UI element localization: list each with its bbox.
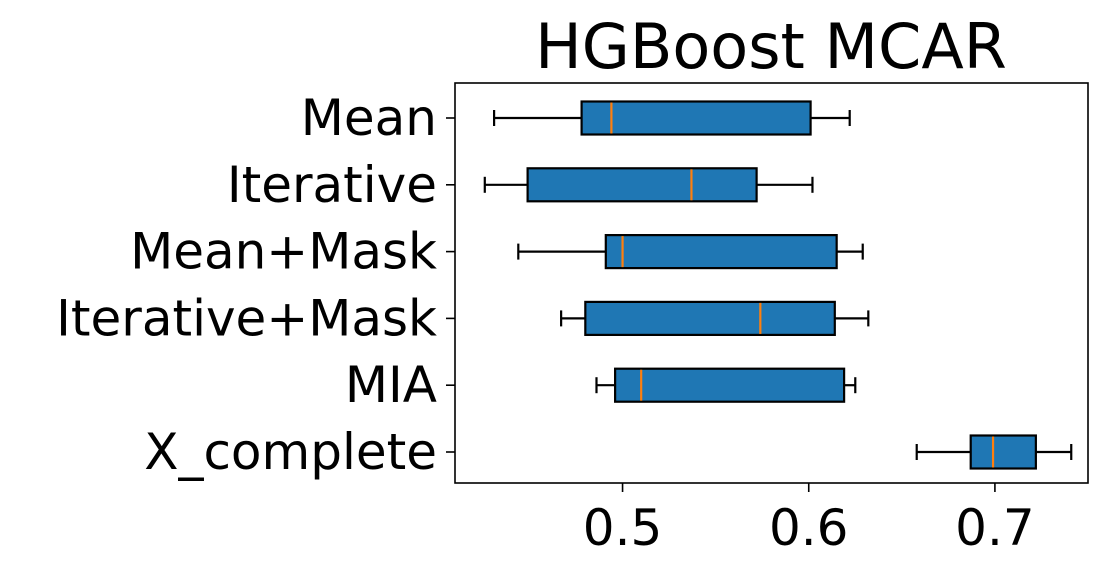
box-mia <box>614 367 846 403</box>
y-tick-label-mean-mask: Mean+Mask <box>130 223 437 281</box>
y-tick-label-mia: MIA <box>345 356 437 414</box>
chart-title: HGBoost MCAR <box>535 10 1007 83</box>
x-tick-label-0.7: 0.7 <box>955 499 1035 557</box>
plot-area: Mean Iterative Mean+Mask Iterative+Mask MIA X… <box>56 89 1073 557</box>
x-tick-label-0.6: 0.6 <box>769 499 849 557</box>
box-mean <box>580 100 812 136</box>
box-mean-mask <box>604 234 838 270</box>
y-tick-label-mean: Mean <box>301 89 437 147</box>
y-tick-label-x-complete: X_complete <box>144 423 437 481</box>
x-tick-label-0.5: 0.5 <box>583 499 663 557</box>
y-tick-label-iterative-mask: Iterative+Mask <box>56 289 437 347</box>
box-x-complete <box>969 434 1037 470</box>
plot-frame <box>454 82 1089 484</box>
box-iterative <box>526 167 758 203</box>
y-tick-label-iterative: Iterative <box>227 156 437 214</box>
box-iterative-mask <box>584 300 836 336</box>
